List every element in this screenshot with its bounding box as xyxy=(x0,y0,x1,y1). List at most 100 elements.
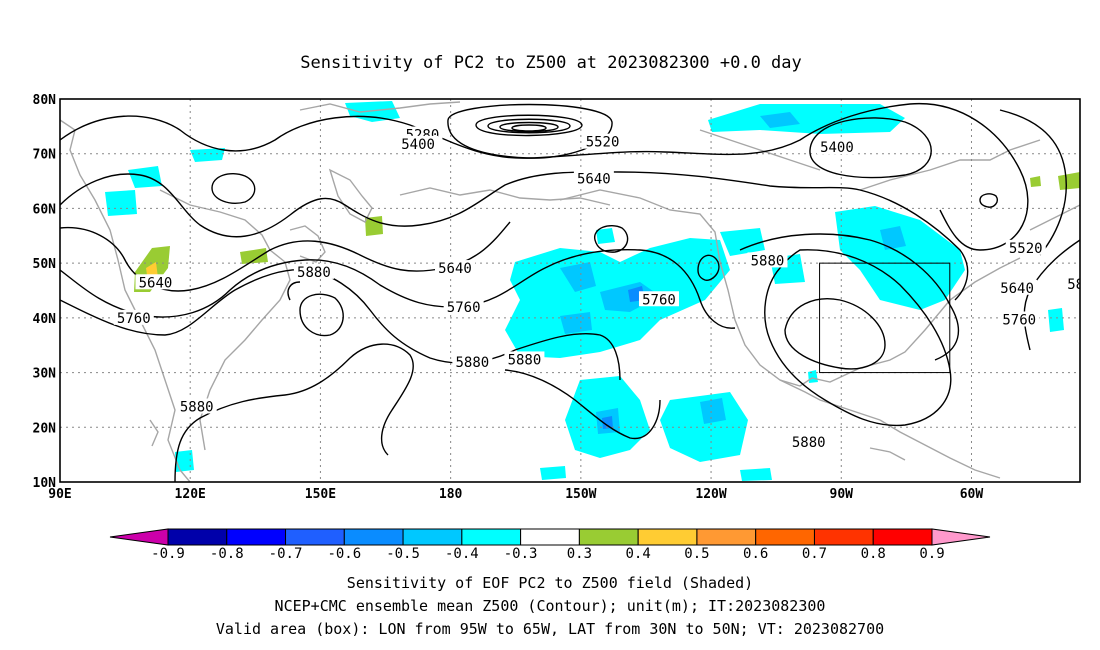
contour-5520-main xyxy=(60,102,1029,251)
coastline xyxy=(559,189,881,421)
contour-5640-loop xyxy=(594,224,629,253)
colorbar-segment xyxy=(402,528,463,546)
lon-label: 180 xyxy=(439,487,463,502)
shading-patch xyxy=(190,148,225,162)
coastline xyxy=(399,187,611,206)
coastline xyxy=(879,419,1001,479)
contour-5760-cutoff xyxy=(697,254,720,281)
coastline xyxy=(869,447,906,461)
contour-label: 5880 xyxy=(180,399,214,415)
contour-label: 5520 xyxy=(586,135,620,151)
contour-label-bg xyxy=(135,274,176,290)
colorbar-label: 0.9 xyxy=(919,546,944,562)
colorbar-label: -0.3 xyxy=(504,546,538,562)
shading-patch xyxy=(880,226,906,250)
contour-label: 5760 xyxy=(1002,312,1036,328)
contour-label-bg xyxy=(582,133,623,149)
contour-label-bg xyxy=(816,139,857,155)
coastline xyxy=(859,139,1041,191)
contour-5880-inner xyxy=(784,298,886,370)
colorbar-label: -0.6 xyxy=(327,546,361,562)
caption-contour: NCEP+CMC ensemble mean Z500 (Contour); u… xyxy=(274,597,826,615)
colorbar-segment xyxy=(813,528,874,546)
colorbar-segment xyxy=(755,528,815,546)
contour-5760-east xyxy=(739,233,960,361)
colorbar-segment xyxy=(696,528,757,546)
contour-label: 5520 xyxy=(1009,241,1043,257)
contour-label: 5640 xyxy=(438,261,472,277)
contour-inner-ring xyxy=(487,118,571,134)
contour-5880-atlantic xyxy=(764,249,952,427)
colorbar-arrow-left xyxy=(109,528,169,546)
map-title: Sensitivity of PC2 to Z500 at 2023082300… xyxy=(300,53,802,73)
contour-label-bg xyxy=(1005,239,1046,255)
colorbar-label: 0.3 xyxy=(567,546,592,562)
contour-label: 5760 xyxy=(117,311,151,327)
coastline xyxy=(149,419,159,447)
contour-label-bg xyxy=(176,398,217,414)
contour-label-bg xyxy=(434,260,475,276)
coastline xyxy=(1029,204,1080,231)
contour-label: 5880 xyxy=(455,355,489,371)
lon-label: 90E xyxy=(48,487,71,502)
lon-label: 120E xyxy=(175,487,206,502)
contour-label: 5640 xyxy=(139,275,173,291)
lat-label: 80N xyxy=(33,93,57,108)
contour-label: 5640 xyxy=(1000,281,1034,297)
shading-patch xyxy=(175,450,194,472)
lat-label: 10N xyxy=(33,476,57,491)
contour-5760-main xyxy=(60,248,736,329)
coastline xyxy=(289,225,326,263)
colorbar-label: -0.4 xyxy=(445,546,479,562)
contour-label-bg xyxy=(788,434,829,450)
contour-5640-main xyxy=(60,171,969,301)
contour-label: 5880 xyxy=(508,352,542,368)
contour-label-bg xyxy=(398,135,439,151)
coastline xyxy=(699,129,821,171)
colorbar-label: -0.7 xyxy=(269,546,303,562)
shading-patch xyxy=(1058,172,1080,190)
contour-label-bg xyxy=(997,279,1038,295)
shading-patch xyxy=(700,398,726,424)
shading-patch xyxy=(602,416,613,429)
contour-inner-ring xyxy=(511,124,547,132)
lon-label: 150W xyxy=(565,487,596,502)
contour-5880-pacific xyxy=(299,293,344,337)
valid-area-box xyxy=(819,262,951,374)
contour-5400-east xyxy=(809,117,932,179)
colorbar-label: -0.8 xyxy=(210,546,244,562)
contour-label: 5400 xyxy=(820,140,854,156)
shading-patch xyxy=(720,228,765,256)
sensitivity-shading xyxy=(105,101,1064,481)
shading-patch xyxy=(740,468,772,481)
contour-5880-ring xyxy=(287,281,301,301)
contour-inner-ring xyxy=(499,121,559,133)
contour-5880-tropic xyxy=(504,369,661,440)
lat-label: 50N xyxy=(33,257,57,272)
coastline xyxy=(779,257,1021,387)
colorbar-segment xyxy=(226,528,287,546)
colorbar-segment xyxy=(285,528,345,546)
lat-label: 20N xyxy=(33,421,57,436)
colorbar-segment xyxy=(872,528,933,546)
contour-5280 xyxy=(475,114,583,137)
shading-patch xyxy=(596,228,615,244)
contour-5880-south xyxy=(174,343,414,482)
colorbar-label: 0.4 xyxy=(626,546,651,562)
contour-label: 5880 xyxy=(751,253,785,269)
colorbar-label: 0.7 xyxy=(802,546,827,562)
contour-label: 58 xyxy=(1067,277,1084,293)
colorbar-segment xyxy=(167,528,228,546)
contour-label: 5880 xyxy=(297,265,331,281)
caption-valid-area: Valid area (box): LON from 95W to 65W, L… xyxy=(215,620,885,638)
contour-5520-small xyxy=(979,193,998,208)
contour-5640-small xyxy=(211,172,256,204)
contour-label: 5400 xyxy=(401,137,435,153)
contour-label: 5880 xyxy=(792,435,826,451)
lat-label: 30N xyxy=(33,367,57,382)
shading-patch xyxy=(835,206,965,310)
colorbar-label: 0.5 xyxy=(684,546,709,562)
contour-label: 5760 xyxy=(642,292,676,308)
